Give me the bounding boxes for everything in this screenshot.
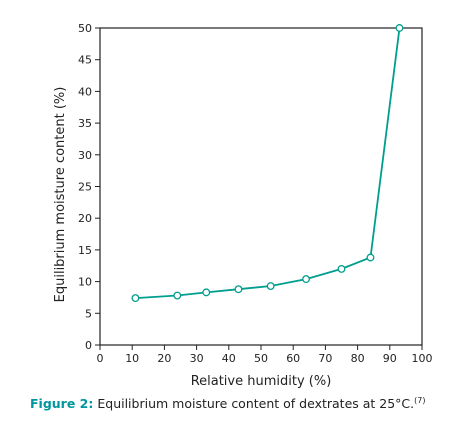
y-tick-label: 40 bbox=[78, 85, 92, 98]
data-point bbox=[395, 24, 404, 32]
data-series bbox=[131, 24, 404, 303]
x-tick-label: 0 bbox=[97, 352, 104, 365]
data-point bbox=[266, 282, 275, 290]
x-axis-title: Relative humidity (%) bbox=[191, 374, 332, 389]
x-tick-label: 40 bbox=[222, 352, 236, 365]
x-tick-label: 20 bbox=[157, 352, 171, 365]
y-tick-label: 0 bbox=[85, 339, 92, 352]
chart: 0 10 20 30 40 50 60 70 80 90 100 0 5 10 15 20 25 30 35 40 45… bbox=[53, 22, 433, 389]
x-tick-label: 10 bbox=[125, 352, 139, 365]
data-point bbox=[302, 275, 311, 284]
y-tick-label: 20 bbox=[78, 212, 92, 225]
y-tick-label: 45 bbox=[78, 54, 92, 67]
x-tick-label: 80 bbox=[351, 352, 365, 365]
ticks: 0 10 20 30 40 50 60 70 80 90 100 0 5 10 15 20 25 30 35 40 45… bbox=[78, 22, 433, 365]
y-tick-label: 25 bbox=[78, 181, 92, 194]
x-tick-label: 90 bbox=[383, 352, 397, 365]
x-tick-label: 100 bbox=[412, 352, 433, 365]
y-tick-label: 35 bbox=[78, 117, 92, 130]
y-tick-label: 5 bbox=[85, 307, 92, 320]
y-tick-label: 30 bbox=[78, 149, 92, 162]
series-line bbox=[135, 27, 401, 299]
x-tick-label: 30 bbox=[190, 352, 204, 365]
data-point bbox=[234, 285, 243, 294]
x-tick-label: 60 bbox=[286, 352, 300, 365]
caption-text: Equilibrium moisture content of dextrate… bbox=[97, 396, 415, 412]
y-tick-label: 50 bbox=[78, 22, 92, 35]
y-tick-label: 10 bbox=[78, 276, 92, 289]
data-point bbox=[131, 294, 140, 303]
figure-caption: Figure 2: Equilibrium moisture content o… bbox=[30, 396, 445, 411]
data-point bbox=[366, 253, 375, 262]
data-point bbox=[202, 288, 211, 297]
x-tick-label: 50 bbox=[254, 352, 268, 365]
data-point bbox=[173, 291, 182, 300]
x-tick-label: 70 bbox=[318, 352, 332, 365]
figure-label: Figure 2: bbox=[30, 396, 94, 412]
y-axis-title: Equilibrium moisture content (%) bbox=[53, 87, 68, 303]
data-point bbox=[337, 264, 346, 273]
reference-superscript: (7) bbox=[414, 396, 426, 405]
y-tick-label: 15 bbox=[78, 244, 92, 257]
